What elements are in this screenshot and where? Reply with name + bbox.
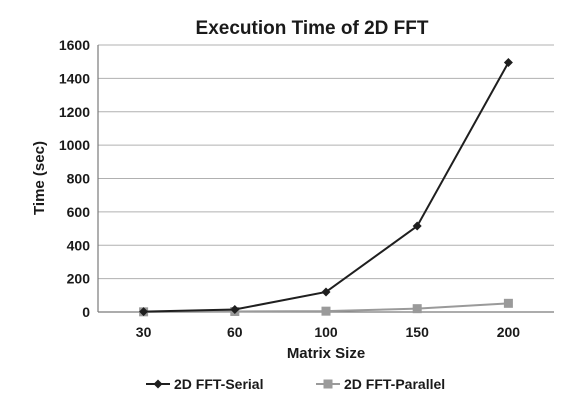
y-tick-label: 1200 [59,104,90,120]
data-point [230,304,240,314]
x-axis-label: Matrix Size [287,345,365,362]
data-point [412,221,422,231]
data-point [412,304,422,314]
y-tick-labels: 0 200 400 600 800 1000 1200 1400 1600 [59,37,90,320]
y-tick-label: 1600 [59,37,90,53]
chart-title: Execution Time of 2D FFT [196,18,429,39]
y-tick-label: 200 [67,271,91,287]
y-tick-label: 1000 [59,137,90,153]
y-axis-label: Time (sec) [31,141,48,215]
series-layer [139,58,513,317]
data-point [321,287,331,297]
y-tick-label: 800 [67,171,91,187]
y-tick-label: 0 [82,304,90,320]
legend-swatch-marker [323,379,333,389]
legend-item: 2D FFT-Parallel [316,376,445,392]
series-parallel [139,298,513,317]
x-tick-labels: 30 60 100 150 200 [136,324,520,340]
x-tick-label: 100 [314,324,338,340]
legend-item: 2D FFT-Serial [146,376,263,392]
series-serial [139,58,513,317]
x-tick-label: 200 [497,324,521,340]
y-tick-label: 400 [67,237,91,253]
x-tick-label: 30 [136,324,152,340]
y-tick-label: 600 [67,204,91,220]
data-point [321,306,331,316]
grid-lines [98,44,554,280]
y-tick-label: 1400 [59,70,90,86]
legend-label: 2D FFT-Serial [174,376,263,392]
x-tick-label: 150 [406,324,430,340]
data-point [503,298,513,308]
data-point [139,307,149,317]
series-line [143,62,510,313]
x-tick-label: 60 [227,324,243,340]
legend-swatch-marker [153,379,163,389]
legend-label: 2D FFT-Parallel [344,376,445,392]
data-point [503,58,513,68]
legend: 2D FFT-Serial 2D FFT-Parallel [146,376,445,392]
